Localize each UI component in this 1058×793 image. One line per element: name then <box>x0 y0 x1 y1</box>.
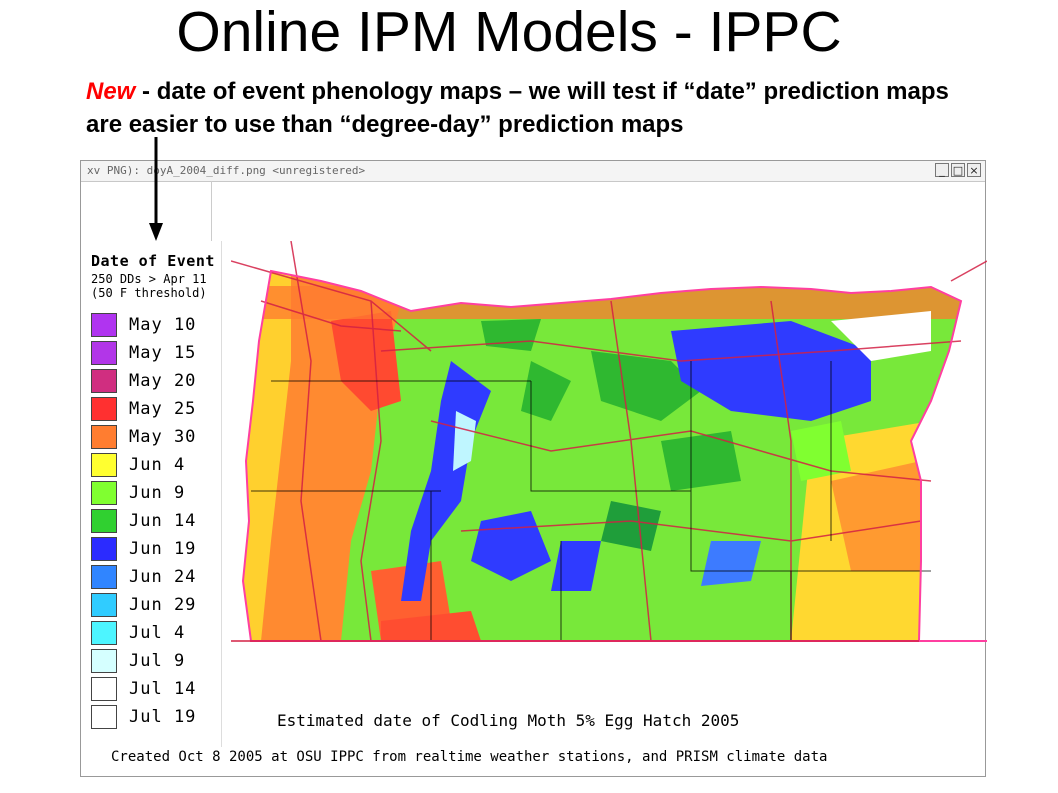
legend-label: Jun 4 <box>129 455 186 475</box>
maximize-button[interactable]: □ <box>951 163 965 177</box>
legend-swatch <box>91 397 117 421</box>
legend-swatch <box>91 565 117 589</box>
map-caption: Estimated date of Codling Moth 5% Egg Ha… <box>277 711 740 730</box>
close-button[interactable]: × <box>967 163 981 177</box>
legend-swatch <box>91 341 117 365</box>
legend-subtitle-2: (50 F threshold) <box>91 286 207 300</box>
legend-swatch <box>91 509 117 533</box>
legend-title: Date of Event <box>91 252 215 270</box>
legend-swatch <box>91 425 117 449</box>
legend-label: Jun 14 <box>129 511 197 531</box>
subtitle-text: - date of event phenology maps – we will… <box>86 78 949 138</box>
legend-swatch <box>91 369 117 393</box>
legend-swatch <box>91 649 117 673</box>
slide-subtitle: New - date of event phenology maps – we … <box>86 75 986 141</box>
legend-swatch <box>91 537 117 561</box>
legend-label: Jun 9 <box>129 483 186 503</box>
legend-label: May 10 <box>129 315 197 335</box>
legend-swatch <box>91 621 117 645</box>
window-title: xv PNG): doyA_2004_diff.png <unregistere… <box>87 164 366 177</box>
legend-swatch <box>91 453 117 477</box>
map-legend: Date of Event 250 DDs > Apr 11 (50 F thr… <box>83 241 222 747</box>
legend-swatch <box>91 593 117 617</box>
minimize-button[interactable]: _ <box>935 163 949 177</box>
legend-swatch <box>91 481 117 505</box>
legend-label: Jul 19 <box>129 707 197 727</box>
legend-label: May 15 <box>129 343 197 363</box>
legend-label: Jul 9 <box>129 651 186 671</box>
legend-label: Jul 14 <box>129 679 197 699</box>
legend-swatch <box>91 677 117 701</box>
image-viewer-window: xv PNG): doyA_2004_diff.png <unregistere… <box>80 160 987 777</box>
slide-title: Online IPM Models - IPPC <box>176 0 842 64</box>
legend-subtitle-1: 250 DDs > Apr 11 <box>91 272 207 286</box>
legend-label: May 20 <box>129 371 197 391</box>
window-titlebar[interactable]: xv PNG): doyA_2004_diff.png <unregistere… <box>81 161 985 182</box>
viewer-frame <box>81 181 212 241</box>
oregon-phenology-map <box>231 241 987 642</box>
legend-label: Jun 19 <box>129 539 197 559</box>
down-arrow-icon <box>149 137 163 241</box>
legend-label: Jul 4 <box>129 623 186 643</box>
map-footer: Created Oct 8 2005 at OSU IPPC from real… <box>111 749 828 765</box>
legend-label: Jun 24 <box>129 567 197 587</box>
legend-label: May 25 <box>129 399 197 419</box>
legend-label: May 30 <box>129 427 197 447</box>
legend-swatch <box>91 705 117 729</box>
legend-swatch <box>91 313 117 337</box>
legend-label: Jun 29 <box>129 595 197 615</box>
new-label: New <box>86 78 136 105</box>
